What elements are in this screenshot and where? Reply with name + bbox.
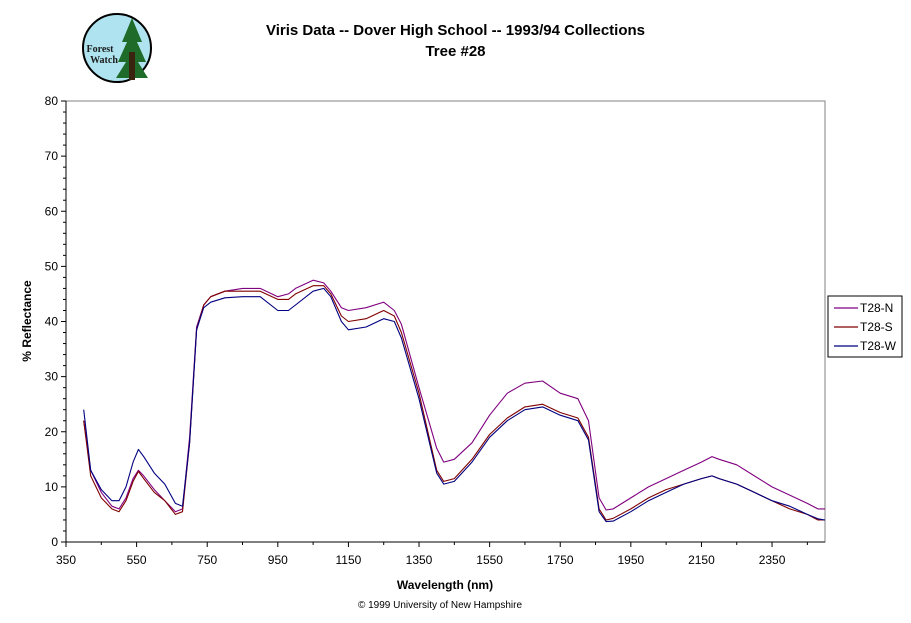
x-tick-label: 950 — [268, 553, 288, 567]
legend-box — [827, 295, 903, 358]
plot-area — [65, 100, 826, 543]
y-tick-label: 60 — [45, 204, 59, 218]
y-tick-label: 40 — [45, 315, 59, 329]
legend: T28-N T28-S T28-W — [827, 295, 903, 358]
legend-label: T28-N — [860, 301, 893, 315]
logo-line1: Forest — [86, 44, 114, 55]
y-tick-label: 70 — [45, 149, 59, 163]
legend-label: T28-S — [860, 320, 893, 334]
series-lines — [83, 279, 826, 523]
forest-watch-logo: Forest Watch — [82, 13, 152, 83]
logo-line2: Watch — [90, 55, 118, 66]
y-tick-label: 20 — [45, 425, 59, 439]
x-axis-title: Wavelength (nm) — [397, 578, 493, 592]
y-axis: 0 10 20 30 40 50 60 70 80 — [45, 94, 67, 549]
y-axis-title: % Reflectance — [20, 280, 34, 362]
x-tick-label: 2350 — [759, 553, 786, 567]
tree-icon — [116, 18, 148, 80]
x-axis: 350 550 750 950 1150 1350 1550 1750 1950 2150 2350 — [56, 541, 825, 567]
x-tick-label: 1150 — [336, 553, 362, 567]
y-tick-label: 10 — [45, 480, 59, 494]
x-tick-label: 750 — [197, 553, 217, 567]
y-tick-label: 50 — [45, 259, 59, 273]
chart-subtitle: Tree #28 — [425, 43, 486, 60]
copyright-footer: © 1999 University of New Hampshire — [357, 600, 523, 611]
x-tick-label: 1350 — [406, 553, 433, 567]
x-tick-label: 550 — [127, 553, 147, 567]
y-tick-label: 0 — [51, 535, 58, 549]
x-tick-label: 1950 — [617, 553, 644, 567]
y-tick-label: 80 — [45, 94, 59, 108]
chart-title: Viris Data -- Dover High School -- 1993/… — [266, 22, 645, 39]
x-tick-label: 1550 — [476, 553, 503, 567]
legend-label: T28-W — [860, 339, 897, 353]
x-tick-label: 350 — [56, 553, 76, 567]
y-tick-label: 30 — [45, 370, 59, 384]
x-tick-label: 1750 — [547, 553, 574, 567]
series-line-t28-w — [83, 287, 826, 523]
x-tick-label: 2150 — [688, 553, 715, 567]
